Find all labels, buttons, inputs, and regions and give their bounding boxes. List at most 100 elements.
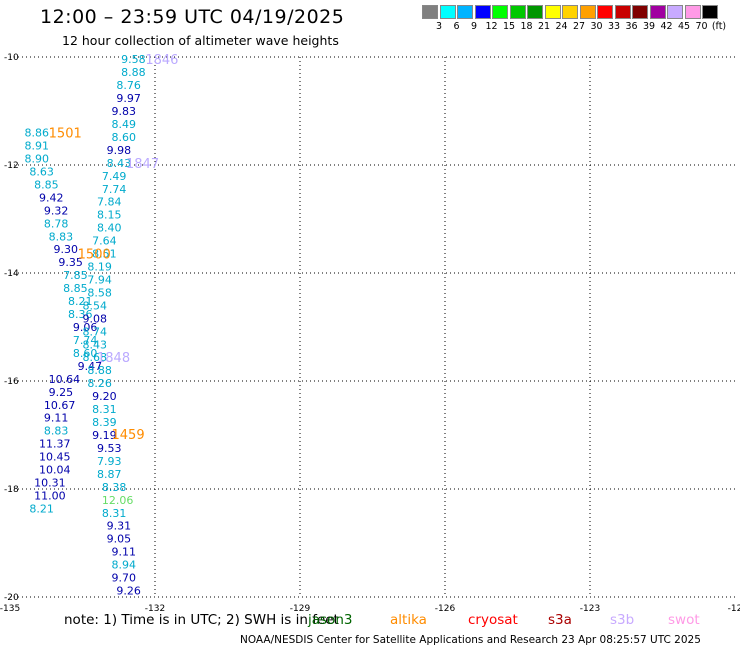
x-tick-label: -132 [145, 604, 165, 614]
legend-label: 15 [502, 21, 516, 32]
wave-height-value: 8.88 [87, 364, 112, 377]
wave-height-value: 9.06 [73, 321, 98, 334]
y-tick-label: -10 [4, 53, 19, 63]
legend-label: 33 [607, 21, 621, 32]
wave-height-value: 8.60 [73, 347, 98, 360]
satellite-s3a: s3a [548, 612, 572, 628]
footer-credit: NOAA/NESDIS Center for Satellite Applica… [240, 634, 701, 646]
legend-swatch [667, 5, 683, 19]
legend-label: 24 [555, 21, 568, 32]
legend-label: 9 [470, 21, 478, 32]
legend-label: 45 [677, 21, 691, 32]
wave-height-value: 8.43 [107, 157, 131, 170]
map-axis-ticks: -135 -132 -129 -126 -123 -12 -10 -12 -14 -16 -18 -2… [0, 53, 740, 614]
wave-height-value: 8.85 [34, 178, 59, 191]
wave-height-value: 9.11 [44, 412, 68, 425]
wave-height-value: 8.19 [87, 261, 112, 274]
y-tick-label: -14 [4, 269, 19, 279]
pass-time-label: 1500 [78, 248, 111, 263]
wave-height-value: 8.21 [29, 502, 54, 515]
legend-labels: 3 6 9 12 15 18 21 24 27 30 33 36 39 42 45 70 (ft) [422, 19, 740, 33]
legend-swatch [492, 5, 508, 19]
wave-height-value: 9.70 [112, 572, 137, 585]
wave-height-value: 8.40 [97, 222, 122, 235]
y-tick-label: -20 [4, 593, 19, 603]
legend-swatches [422, 5, 740, 19]
wave-height-value: 8.91 [25, 140, 50, 153]
wave-height-value: 11.00 [34, 489, 66, 502]
map-grid [10, 56, 735, 598]
wave-height-value: 8.36 [68, 308, 93, 321]
wave-height-value: 8.87 [97, 468, 122, 481]
legend-swatch [474, 5, 491, 19]
legend-swatch [457, 5, 473, 19]
y-tick-label: -16 [4, 377, 19, 387]
wave-height-value: 9.42 [39, 191, 64, 204]
wave-height-value: 9.97 [116, 92, 141, 105]
pass-time-label: 1848 [97, 351, 130, 366]
wave-height-value: 8.31 [92, 403, 117, 416]
footer-note: note: 1) Time is in UTC; 2) SWH is in fe… [64, 612, 339, 628]
satellite-pass-times: 1846 1501 1847 1500 1848 1459 [49, 53, 179, 443]
pass-time-label: 1846 [145, 53, 178, 68]
pass-time-label: 1847 [126, 157, 159, 172]
wave-height-value: 8.78 [44, 217, 68, 230]
wave-height-value: 10.04 [39, 464, 71, 477]
legend-label: 27 [572, 21, 586, 32]
wave-height-value: 7.49 [102, 170, 127, 183]
wave-height-value: 8.90 [25, 153, 50, 166]
legend-label: 18 [520, 21, 533, 32]
wave-height-observations: 8.868.918.908.638.859.429.328.788.839.30… [25, 53, 146, 597]
wave-height-value: 8.60 [112, 131, 137, 144]
wave-height-value: 8.88 [121, 66, 145, 79]
x-tick-label: -126 [435, 604, 456, 614]
wave-height-value: 7.85 [63, 269, 88, 282]
wave-height-value: 8.68 [83, 351, 108, 364]
wave-height-value: 8.54 [83, 299, 108, 312]
wave-height-value: 8.43 [83, 338, 108, 351]
wave-height-value: 11.37 [39, 438, 71, 451]
wave-height-value: 9.35 [58, 256, 82, 269]
wave-height-value: 8.49 [112, 118, 137, 131]
wave-height-value: 10.67 [44, 399, 75, 412]
legend-label: 12 [485, 21, 498, 32]
legend-swatch [597, 5, 613, 19]
legend-swatch [649, 5, 666, 19]
legend-swatch [422, 5, 438, 19]
legend-label: (ft) [711, 21, 727, 32]
x-tick-label: -12 [728, 604, 740, 614]
legend-swatch [544, 5, 561, 19]
legend-swatch [439, 5, 456, 19]
wave-height-value: 9.19 [92, 429, 117, 442]
legend-swatch [509, 5, 526, 19]
y-tick-label: -12 [4, 161, 19, 171]
wave-height-value: 10.45 [39, 451, 71, 464]
wave-height-value: 8.26 [87, 377, 112, 390]
legend-swatch [527, 5, 543, 19]
wave-height-value: 9.98 [107, 144, 131, 157]
legend-label: 3 [435, 21, 443, 32]
wave-height-value: 9.11 [112, 546, 137, 559]
wave-height-value: 9.26 [116, 585, 141, 598]
wave-height-value: 8.15 [97, 209, 122, 222]
legend-label: 6 [453, 21, 460, 32]
wave-height-value: 9.32 [44, 204, 68, 217]
wave-height-value: 8.38 [102, 481, 127, 494]
wave-height-value: 9.83 [112, 105, 137, 118]
legend-swatch [614, 5, 631, 19]
wave-height-value: 8.94 [112, 559, 137, 572]
wave-height-value: 10.31 [34, 477, 66, 490]
legend-swatch [562, 5, 578, 19]
wave-height-value: 8.76 [116, 79, 141, 92]
page-subtitle: 12 hour collection of altimeter wave hei… [62, 33, 339, 48]
wave-height-value: 8.63 [29, 165, 54, 178]
wave-height-value: 9.31 [107, 520, 131, 533]
wave-height-value: 7.74 [73, 334, 98, 347]
legend-label: 70 [695, 21, 708, 32]
wave-height-value: 8.83 [49, 230, 74, 243]
satellite-jason3: jason3 [308, 612, 353, 628]
wave-height-value: 9.47 [78, 360, 103, 373]
wave-height-value: 9.08 [83, 312, 108, 325]
wave-height-value: 7.93 [97, 455, 122, 468]
